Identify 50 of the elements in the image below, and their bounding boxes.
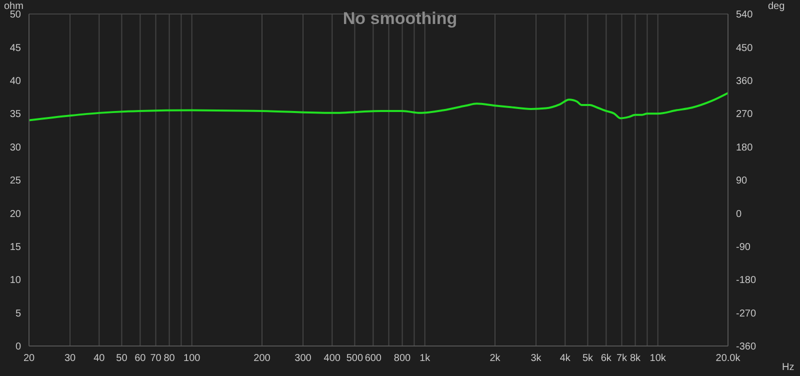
y-tick-label: 0 bbox=[15, 342, 22, 353]
y2-tick-label: -180 bbox=[736, 275, 756, 286]
x-tick-label: 400 bbox=[324, 353, 341, 364]
y2-tick-label: 90 bbox=[736, 176, 748, 187]
y-tick-label: 20 bbox=[10, 208, 22, 220]
x-tick-label: 500 bbox=[346, 353, 364, 364]
chart-title: No smoothing bbox=[342, 9, 458, 28]
x-tick-label: 7k bbox=[616, 353, 628, 364]
x-tick-label: 20 bbox=[23, 353, 35, 364]
x-tick-label: 8k bbox=[630, 353, 642, 364]
x-tick-label: 600 bbox=[364, 353, 382, 364]
y-tick-label: 10 bbox=[10, 275, 22, 286]
y-tick-label: 40 bbox=[10, 76, 22, 87]
x-tick-label: 1k bbox=[420, 353, 432, 364]
x-tick-label: 4k bbox=[560, 353, 572, 364]
x-tick-label: 20.0k bbox=[716, 353, 742, 364]
y2-axis-title: deg bbox=[768, 1, 785, 12]
y-tick-label: 25 bbox=[10, 176, 22, 187]
y2-tick-label: 450 bbox=[736, 42, 754, 54]
y2-tick-label: -360 bbox=[736, 342, 756, 353]
x-tick-label: 70 bbox=[150, 353, 162, 364]
y2-tick-label: 180 bbox=[736, 142, 754, 154]
x-tick-label: 200 bbox=[254, 353, 271, 364]
x-tick-label: 100 bbox=[184, 353, 201, 364]
x-tick-label: 5k bbox=[582, 353, 594, 364]
x-tick-label: 2k bbox=[490, 353, 502, 364]
x-tick-label: 800 bbox=[394, 353, 412, 364]
y2-tick-label: 360 bbox=[736, 76, 754, 87]
y-axis-title: ohm bbox=[4, 1, 24, 12]
y2-tick-label: -90 bbox=[736, 242, 751, 253]
y-tick-label: 50 bbox=[10, 10, 22, 21]
x-tick-label: 300 bbox=[294, 353, 312, 364]
x-tick-label: 30 bbox=[64, 353, 76, 364]
y-tick-label: 5 bbox=[15, 308, 22, 320]
x-tick-label: 80 bbox=[164, 353, 176, 364]
x-tick-label: 3k bbox=[530, 353, 542, 364]
y2-tick-label: 0 bbox=[736, 208, 742, 220]
x-tick-label: 40 bbox=[94, 353, 106, 364]
y2-tick-label: 540 bbox=[736, 10, 754, 21]
x-tick-label: 6k bbox=[600, 353, 612, 364]
y2-tick-label: -270 bbox=[736, 308, 756, 320]
x-axis-title: Hz bbox=[782, 362, 794, 373]
x-tick-label: 60 bbox=[134, 353, 146, 364]
y-tick-label: 30 bbox=[10, 142, 22, 154]
y-tick-label: 45 bbox=[10, 42, 22, 54]
y-tick-label: 15 bbox=[10, 242, 22, 253]
x-tick-label: 10k bbox=[650, 353, 667, 364]
y-tick-label: 35 bbox=[10, 109, 22, 120]
y2-tick-label: 270 bbox=[736, 109, 754, 120]
x-tick-label: 50 bbox=[116, 353, 128, 364]
